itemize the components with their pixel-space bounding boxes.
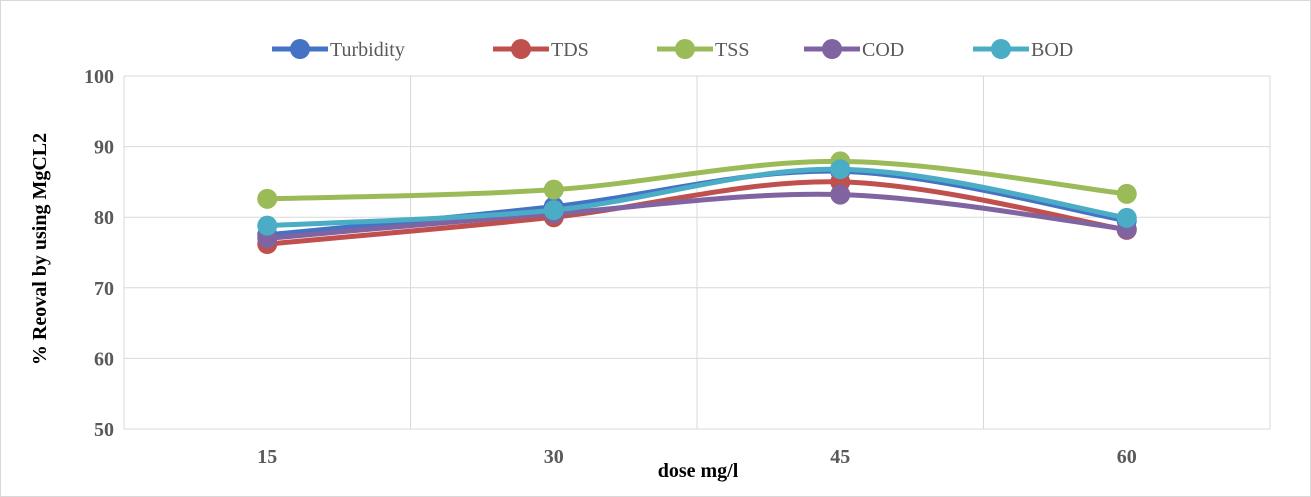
legend-label: BOD xyxy=(1031,39,1073,61)
data-point-bod xyxy=(1116,207,1137,228)
series-line-tss xyxy=(264,158,1130,202)
legend-label: TDS xyxy=(551,39,589,61)
series-tss xyxy=(257,151,1137,209)
data-point-tss xyxy=(543,179,564,200)
x-tick-label: 30 xyxy=(544,446,564,468)
legend-swatch-marker xyxy=(675,39,695,59)
y-tick-label: 50 xyxy=(94,419,114,441)
series-bod xyxy=(257,159,1137,236)
y-tick-label: 80 xyxy=(94,207,114,229)
legend-swatch-marker xyxy=(991,39,1011,59)
x-axis-title: dose mg/l xyxy=(658,460,739,482)
y-axis-title: % Reoval by using MgCL2 xyxy=(29,133,51,365)
data-point-tss xyxy=(1116,183,1137,204)
y-tick-label: 90 xyxy=(94,137,114,159)
legend-entry-cod: COD xyxy=(804,39,904,61)
series-layer xyxy=(257,151,1137,255)
legend-label: COD xyxy=(862,39,904,61)
axis-layer: 50 60 70 80 90 100 15 30 45 60 xyxy=(84,66,1270,468)
legend-label: Turbidity xyxy=(330,39,405,61)
legend-entry-tds: TDS xyxy=(493,39,589,61)
legend-entry-bod: BOD xyxy=(973,39,1073,61)
y-tick-label: 60 xyxy=(94,348,114,370)
data-point-bod xyxy=(257,215,278,236)
legend: Turbidity TDS TSS COD BOD xyxy=(272,39,1073,61)
data-point-bod xyxy=(830,159,851,180)
series-line-tds xyxy=(264,179,1130,247)
y-tick-label: 70 xyxy=(94,278,114,300)
grid-layer xyxy=(124,75,1271,429)
legend-swatch-marker xyxy=(511,39,531,59)
series-line-bod xyxy=(264,166,1130,229)
legend-entry-turbidity: Turbidity xyxy=(272,39,405,61)
x-tick-label: 45 xyxy=(830,446,850,468)
data-point-tss xyxy=(257,188,278,209)
legend-entry-tss: TSS xyxy=(657,39,749,61)
legend-swatch-marker xyxy=(290,39,310,59)
x-tick-label: 60 xyxy=(1117,446,1137,468)
y-tick-label: 100 xyxy=(84,66,114,88)
data-point-cod xyxy=(830,184,851,205)
data-point-bod xyxy=(543,200,564,221)
legend-label: TSS xyxy=(715,39,749,61)
series-line-cod xyxy=(264,191,1130,241)
legend-swatch-marker xyxy=(822,39,842,59)
x-tick-label: 15 xyxy=(257,446,277,468)
